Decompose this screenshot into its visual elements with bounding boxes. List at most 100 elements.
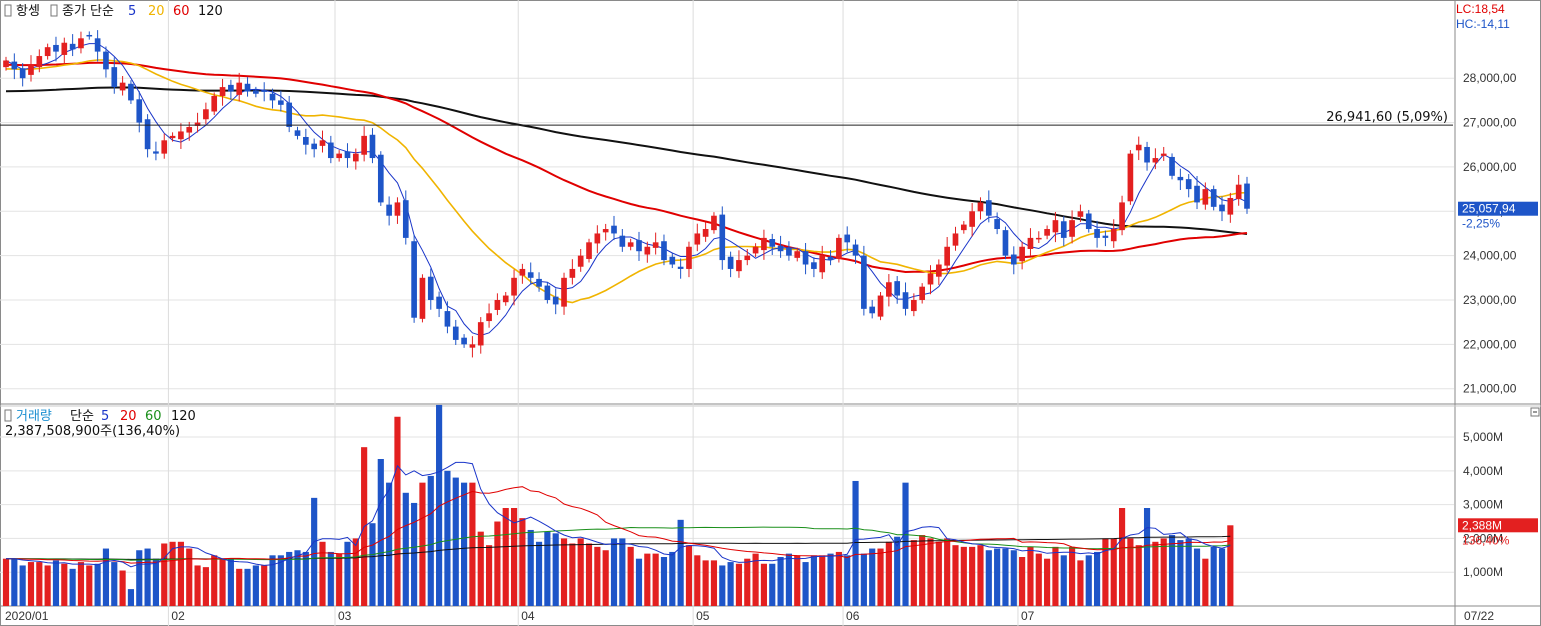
- volume-bar: [444, 470, 451, 606]
- volume-bar: [1002, 548, 1009, 606]
- volume-bar: [919, 535, 926, 606]
- volume-bar: [236, 568, 243, 606]
- candle-body: [852, 244, 859, 256]
- volume-bar: [119, 570, 126, 606]
- volume-bar: [69, 568, 76, 606]
- volume-bar: [394, 416, 401, 606]
- candles: [3, 30, 1250, 358]
- candle-body: [169, 135, 176, 139]
- candle-body: [377, 154, 384, 203]
- volume-bar: [19, 565, 26, 606]
- volume-bar: [1143, 508, 1151, 606]
- price-tick-label: 28,000,00: [1463, 71, 1517, 85]
- volume-tick-label: 5,000M: [1463, 430, 1503, 444]
- volume-bar: [94, 563, 101, 606]
- candle-body: [611, 225, 617, 234]
- candle-body: [1202, 189, 1209, 205]
- volume-bar: [169, 541, 176, 606]
- candle-body: [802, 251, 809, 265]
- volume-bar: [519, 518, 526, 606]
- volume-average-lines: [6, 461, 1231, 568]
- candle-body: [1244, 183, 1250, 209]
- candle-body: [786, 247, 792, 256]
- volume-bar: [827, 553, 834, 606]
- volume-bar: [77, 562, 85, 606]
- candle-body: [736, 260, 742, 272]
- candle-body: [969, 211, 975, 227]
- candle-body: [1119, 202, 1125, 231]
- candle-body: [69, 43, 76, 50]
- volume-bar: [1093, 551, 1101, 606]
- ma120-line: [5, 86, 1248, 235]
- candle-body: [228, 84, 234, 92]
- candle-body: [819, 255, 826, 273]
- x-tick-label: 03: [338, 609, 352, 623]
- candle-body: [511, 277, 517, 296]
- last-volume-pct: 136,40%: [1462, 533, 1510, 547]
- volume-legend-toggle-icon[interactable]: [4, 409, 12, 422]
- reference-line-label: 26,941,60 (5,09%): [1326, 110, 1448, 125]
- candle-body: [586, 242, 592, 259]
- candle-body: [1169, 156, 1175, 176]
- volume-bar: [994, 548, 1001, 606]
- vma5-line: [6, 461, 1231, 568]
- last-price-value: 25,057,94: [1462, 202, 1516, 216]
- candle-body: [394, 202, 401, 216]
- candle-body: [827, 256, 834, 261]
- candle-body: [927, 273, 934, 285]
- candle-body: [652, 242, 659, 248]
- last-price-badge: [1458, 201, 1538, 216]
- volume-bar: [777, 557, 784, 606]
- volume-bar: [744, 558, 751, 606]
- volume-bar: [602, 550, 609, 606]
- candle-body: [203, 109, 209, 120]
- volume-bar: [660, 557, 668, 606]
- candle-body: [861, 255, 867, 309]
- candle-body: [994, 219, 1000, 230]
- candle-body: [327, 142, 334, 159]
- volume-bar: [869, 548, 876, 606]
- candle-body: [269, 93, 276, 101]
- volume-bar: [302, 551, 309, 606]
- candle-body: [1027, 237, 1034, 249]
- candle-body: [919, 286, 926, 300]
- volume-bar: [769, 563, 776, 606]
- volume-bar: [277, 555, 284, 606]
- candle-body: [61, 42, 68, 55]
- volume-bar: [802, 562, 809, 606]
- last-volume-badge-value: 2,388M: [1462, 518, 1502, 532]
- volume-bar: [594, 546, 601, 606]
- volume-bar: [1060, 555, 1067, 606]
- volume-bar: [311, 497, 318, 606]
- candle-body: [544, 285, 551, 300]
- volume-bar: [727, 562, 734, 606]
- volume-bar: [502, 508, 509, 606]
- volume-bar: [585, 543, 593, 606]
- volume-bar: [952, 545, 959, 606]
- volume-tick-label: 4,000M: [1463, 464, 1503, 478]
- legend-toggle-icon[interactable]: [4, 4, 12, 17]
- volume-bar: [552, 533, 559, 606]
- candle-body: [53, 44, 59, 52]
- volume-bar: [2, 558, 10, 606]
- candle-body: [444, 311, 451, 327]
- candle-body: [944, 246, 950, 266]
- ma20-legend: 20: [148, 4, 165, 19]
- volume-bar: [61, 563, 68, 606]
- volume-bar: [1052, 546, 1059, 606]
- volume-bar: [644, 553, 651, 606]
- volume-bar: [319, 541, 326, 606]
- ma60-legend: 60: [173, 4, 190, 19]
- vma120-legend: 120: [171, 409, 196, 424]
- candle-body: [178, 131, 184, 140]
- candle-body: [911, 299, 917, 312]
- ma-toggle-icon[interactable]: [50, 4, 58, 17]
- candle-body: [1160, 153, 1167, 156]
- candle-body: [369, 134, 376, 159]
- candle-body: [419, 277, 426, 319]
- candle-body: [569, 268, 576, 278]
- candle-body: [161, 140, 168, 154]
- ma-type-label: 종가 단순: [62, 4, 114, 19]
- hc-label: HC:-14,11: [1456, 17, 1510, 31]
